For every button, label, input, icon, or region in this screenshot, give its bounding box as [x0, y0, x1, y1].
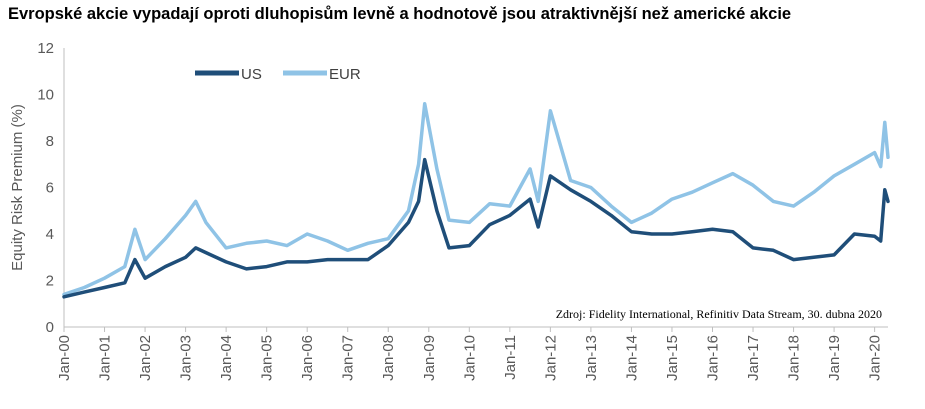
legend-label-eur: EUR — [329, 66, 361, 83]
x-tick-label: Jan-03 — [178, 335, 195, 381]
x-tick-label: Jan-20 — [867, 335, 884, 381]
series-line-eur — [62, 102, 890, 297]
y-tick-label: 4 — [46, 226, 54, 243]
x-tick-label: Jan-13 — [583, 335, 600, 381]
y-tick-label: 8 — [46, 133, 54, 150]
legend-label-us: US — [241, 66, 262, 83]
y-tick-label: 2 — [46, 273, 54, 290]
x-tick-label: Jan-08 — [380, 335, 397, 381]
x-tick-label: Jan-02 — [137, 335, 154, 381]
x-tick-label: Jan-19 — [826, 335, 843, 381]
x-tick-label: Jan-07 — [340, 335, 357, 381]
x-tick-label: Jan-09 — [421, 335, 438, 381]
chart-title: Evropské akcie vypadají oproti dluhopisů… — [8, 5, 792, 23]
x-tick-label: Jan-17 — [745, 335, 762, 381]
x-tick-label: Jan-14 — [623, 335, 640, 381]
y-axis-title: Equity Risk Premium (%) — [9, 104, 26, 271]
x-tick-label: Jan-04 — [218, 335, 235, 381]
y-tick-label: 10 — [37, 87, 54, 104]
series-line-us — [62, 157, 890, 299]
x-tick-label: Jan-16 — [704, 335, 721, 381]
x-tick-label: Jan-05 — [259, 335, 276, 381]
x-tick-label: Jan-18 — [786, 335, 803, 381]
x-tick-label: Jan-01 — [97, 335, 114, 381]
y-tick-label: 0 — [46, 319, 54, 336]
x-tick-label: Jan-06 — [299, 335, 316, 381]
x-tick-label: Jan-11 — [502, 335, 519, 380]
source-note: Zdroj: Fidelity International, Refinitiv… — [556, 307, 882, 321]
y-tick-label: 12 — [37, 40, 54, 57]
x-tick-label: Jan-00 — [56, 335, 73, 381]
x-tick-label: Jan-10 — [461, 335, 478, 381]
x-tick-label: Jan-15 — [664, 335, 681, 381]
y-tick-label: 6 — [46, 180, 54, 197]
x-tick-label: Jan-12 — [542, 335, 559, 381]
